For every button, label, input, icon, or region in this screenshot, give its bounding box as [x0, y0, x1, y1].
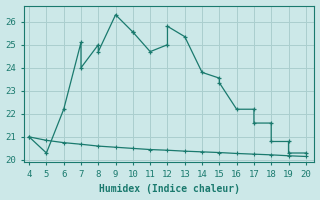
X-axis label: Humidex (Indice chaleur): Humidex (Indice chaleur) [99, 184, 240, 194]
